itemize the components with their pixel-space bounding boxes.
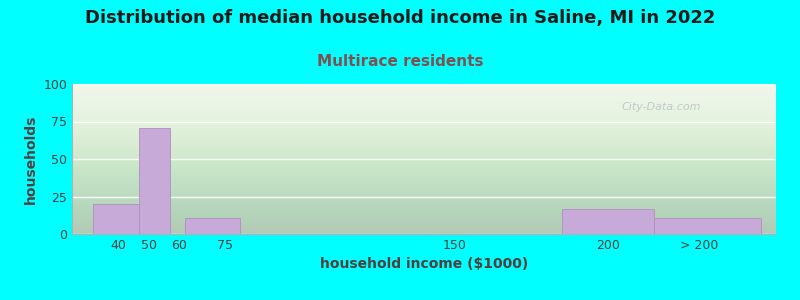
- Bar: [654, 218, 761, 234]
- Bar: [94, 204, 139, 234]
- Bar: [139, 128, 170, 234]
- X-axis label: household income ($1000): household income ($1000): [320, 257, 528, 272]
- Y-axis label: households: households: [24, 114, 38, 204]
- Bar: [186, 218, 240, 234]
- Text: Multirace residents: Multirace residents: [317, 54, 483, 69]
- Text: City-Data.com: City-Data.com: [621, 102, 701, 112]
- Bar: [562, 208, 654, 234]
- Text: Distribution of median household income in Saline, MI in 2022: Distribution of median household income …: [85, 9, 715, 27]
